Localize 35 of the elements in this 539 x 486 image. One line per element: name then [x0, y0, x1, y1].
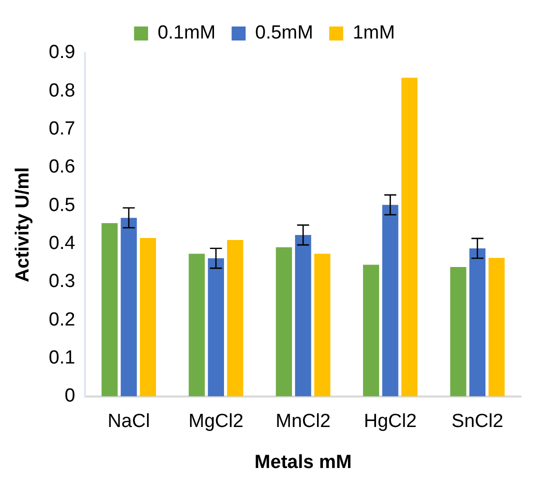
- bar: [102, 223, 118, 396]
- bar: [276, 247, 292, 396]
- y-tick-label: 0.3: [48, 271, 76, 292]
- bar: [314, 254, 330, 396]
- bar: [401, 78, 418, 396]
- y-tick-label: 0.5: [48, 194, 76, 216]
- bar: [140, 238, 156, 396]
- bar: [450, 267, 466, 396]
- y-tick-label: 0.1: [48, 347, 76, 368]
- bar: [208, 258, 224, 396]
- bar: [363, 264, 380, 396]
- bar: [382, 204, 398, 396]
- y-tick-label: 0.7: [48, 118, 76, 140]
- bar: [488, 258, 505, 396]
- y-tick-label: 0.2: [48, 309, 76, 330]
- x-tick-label: HgCl2: [364, 411, 417, 432]
- y-tick-label: 0.4: [48, 233, 76, 254]
- x-tick-label: SnCl2: [452, 411, 504, 432]
- legend-label: 0.5mM: [255, 22, 314, 44]
- legend-label: 0.1mM: [158, 22, 216, 44]
- bar: [295, 235, 312, 396]
- legend-label: 1mM: [352, 22, 395, 44]
- x-tick-label: MnCl2: [276, 411, 331, 432]
- x-tick-label: MgCl2: [188, 411, 244, 432]
- y-tick-label: 0.9: [48, 42, 76, 64]
- bar: [469, 248, 486, 396]
- bar: [188, 254, 205, 396]
- y-axis-title: Activity U/ml: [12, 167, 34, 282]
- x-tick-label: NaCl: [108, 411, 150, 432]
- y-tick-label: 0.6: [48, 156, 76, 178]
- y-tick-label: 0: [64, 386, 76, 407]
- bar: [227, 240, 244, 396]
- y-tick-label: 0.8: [48, 80, 76, 102]
- bar: [120, 218, 137, 396]
- x-axis-title: Metals mM: [254, 452, 352, 473]
